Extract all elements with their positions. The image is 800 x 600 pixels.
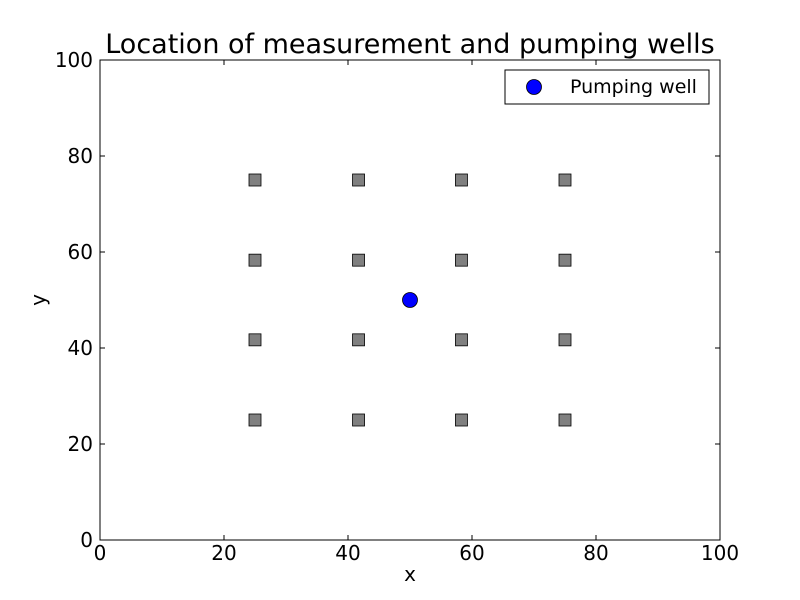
measurement-well-marker [455, 173, 468, 187]
pumping-well-marker [402, 292, 418, 308]
y-tick-label: 40 [68, 336, 93, 360]
x-tick-label: 100 [701, 541, 739, 565]
x-tick-label: 20 [211, 541, 236, 565]
x-axis-label: x [404, 562, 416, 586]
measurement-well-marker [455, 333, 468, 347]
y-tick-label: 20 [68, 432, 93, 456]
measurement-well-marker [248, 173, 262, 187]
x-tick-label: 0 [94, 541, 107, 565]
measurement-well-marker [558, 173, 572, 187]
y-tick-label: 60 [68, 240, 93, 264]
y-tick-label: 100 [55, 48, 93, 72]
legend-label-pumping-well: Pumping well [570, 76, 697, 98]
legend-marker-pumping-well [526, 79, 542, 95]
measurement-well-marker [558, 253, 572, 267]
measurement-well-marker [248, 253, 262, 267]
y-tick-label: 80 [68, 144, 93, 168]
measurement-well-marker [248, 413, 262, 427]
axis-ticks: 0 20 40 60 80 100 0 20 40 60 80 100 [55, 48, 739, 565]
measurement-well-marker [352, 413, 365, 427]
y-tick-label: 0 [80, 528, 93, 552]
measurement-well-marker [352, 333, 365, 347]
y-axis-label: y [26, 294, 50, 306]
measurement-well-marker [455, 253, 468, 267]
measurement-well-marker [558, 413, 572, 427]
measurement-well-marker [455, 413, 468, 427]
legend: Pumping well [504, 69, 710, 105]
x-tick-label: 40 [335, 541, 360, 565]
measurement-well-marker [352, 173, 365, 187]
x-tick-label: 80 [583, 541, 608, 565]
measurement-well-marker [248, 333, 262, 347]
data-markers [248, 173, 572, 427]
measurement-well-marker [558, 333, 572, 347]
x-tick-label: 60 [459, 541, 484, 565]
measurement-well-marker [352, 253, 365, 267]
chart-title: Location of measurement and pumping well… [105, 29, 715, 60]
